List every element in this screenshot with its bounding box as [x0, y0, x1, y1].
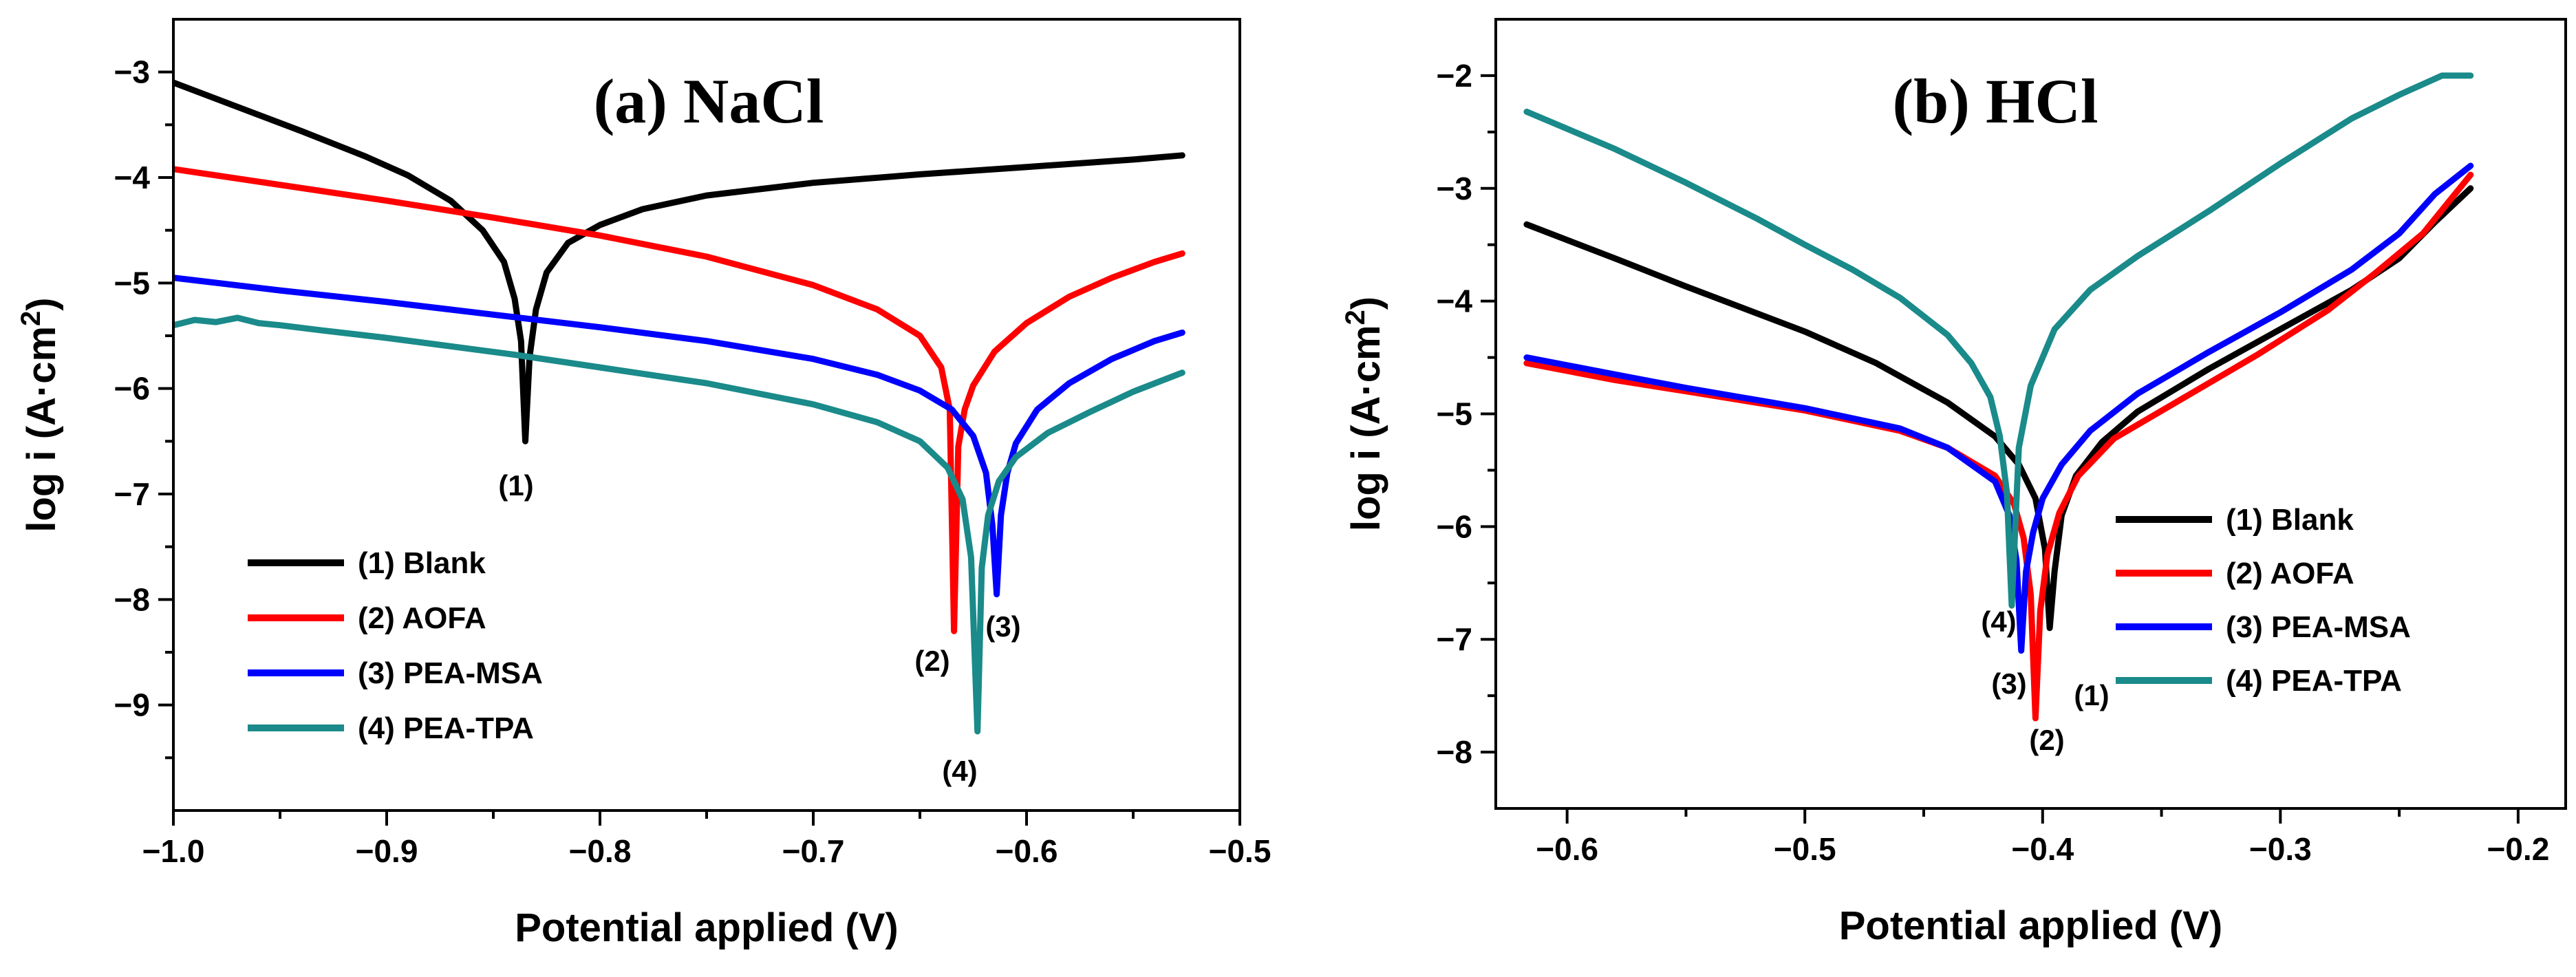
curve-annotation: (3) [985, 610, 1020, 643]
legend-label: (3) PEA-MSA [358, 656, 543, 690]
series-line-3 [1523, 162, 2474, 654]
x-tick-label: −0.7 [782, 833, 845, 869]
y-axis-title: log i (A·cm2) [16, 297, 64, 532]
x-tick-label: −0.4 [2011, 831, 2074, 867]
legend-label: (2) AOFA [358, 601, 486, 635]
y-tick-label: −8 [1437, 734, 1472, 770]
y-tick-label: −3 [114, 54, 150, 90]
x-tick-label: −0.6 [1536, 831, 1598, 867]
x-tick-label: −0.9 [356, 833, 418, 869]
series-line-3 [173, 275, 1185, 598]
x-axis-title: Potential applied (V) [515, 905, 899, 950]
y-axis-title: log i (A·cm2) [1340, 297, 1388, 531]
legend-label: (2) AOFA [2226, 557, 2354, 590]
legend: (1) Blank (2) AOFA (3) PEA-MSA (4) PEA-TPA [248, 546, 543, 745]
legend: (1) Blank (2) AOFA (3) PEA-MSA (4) PEA-TPA [2116, 503, 2411, 698]
legend-label: (4) PEA-TPA [2226, 664, 2402, 698]
series-line-4 [173, 314, 1185, 735]
panel-title: (b) HCl [1893, 66, 2099, 136]
x-tick-label: −0.6 [996, 833, 1058, 869]
curve-annotation: (3) [1991, 667, 2026, 700]
x-tick-label: −0.3 [2249, 831, 2312, 867]
x-tick-label: −0.5 [1774, 831, 1836, 867]
curve-annotation: (2) [2029, 724, 2064, 756]
x-tick-label: −0.8 [569, 833, 632, 869]
curve-annotation: (4) [1981, 605, 2016, 638]
curve-annotation: (1) [2074, 679, 2109, 711]
y-tick-label: −9 [114, 687, 150, 723]
curve-annotation: (1) [498, 469, 533, 502]
curve-annotation: (2) [914, 645, 949, 677]
series-line-4 [1523, 72, 2474, 609]
series-group [1523, 72, 2474, 722]
x-axis-title: Potential applied (V) [1839, 903, 2223, 948]
legend-label: (1) Blank [2226, 503, 2354, 537]
y-tick-label: −3 [1437, 171, 1472, 206]
legend-label: (1) Blank [358, 546, 486, 580]
y-tick-label: −8 [114, 581, 150, 617]
legend-label: (3) PEA-MSA [2226, 610, 2411, 644]
series-group [173, 79, 1185, 735]
panel-b-hcl: −0.6 −0.5 −0.4 −0.3 −0.2 −8 −7 −6 −5 −4 −3 −2 Potent… [1340, 18, 2567, 948]
legend-label: (4) PEA-TPA [358, 711, 534, 745]
y-tick-label: −7 [1437, 621, 1472, 657]
y-tick-label: −7 [114, 476, 150, 512]
y-tick-label: −6 [114, 371, 150, 407]
x-tick-label: −1.0 [142, 833, 205, 869]
panel-a-nacl: −1.0 −0.9 −0.8 −0.7 −0.6 −0.5 −9 −8 −7 −6 −5 −4 −3 Po… [16, 18, 1271, 950]
y-tick-label: −2 [1437, 58, 1472, 94]
panel-title: (a) NaCl [594, 66, 824, 136]
x-tick-label: −0.5 [1209, 833, 1271, 869]
y-tick-label: −5 [114, 265, 150, 301]
y-tick-label: −6 [1437, 508, 1472, 544]
series-line-1 [1523, 185, 2474, 632]
y-tick-label: −4 [114, 160, 151, 195]
curve-annotation: (4) [942, 755, 977, 787]
x-tick-label: −0.2 [2487, 831, 2549, 867]
y-tick-label: −5 [1437, 396, 1472, 432]
y-tick-label: −4 [1437, 283, 1473, 319]
